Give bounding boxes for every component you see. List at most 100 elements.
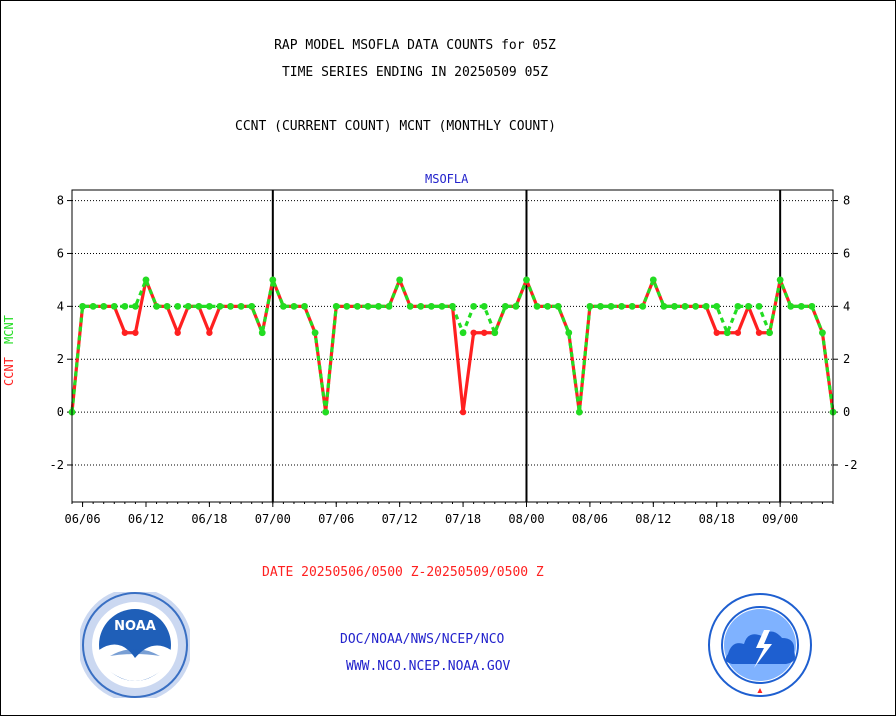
data-point-mcnt — [745, 302, 752, 310]
data-point-mcnt — [755, 302, 763, 310]
data-point-mcnt — [628, 302, 636, 310]
x-tick-label: 07/18 — [445, 512, 481, 526]
y-tick-label-right: 6 — [843, 246, 850, 260]
chart-title-line1: RAP MODEL MSOFLA DATA COUNTS for 05Z — [274, 38, 556, 53]
data-point-mcnt — [195, 302, 203, 310]
data-point-mcnt — [533, 302, 541, 310]
data-point-mcnt — [206, 302, 213, 310]
data-point-mcnt — [660, 302, 668, 310]
series-line-ccnt — [70, 278, 835, 414]
data-point-mcnt — [459, 329, 467, 337]
data-point-mcnt — [396, 276, 404, 284]
x-tick-label: 06/12 — [128, 512, 164, 526]
y-tick-label-right: 2 — [843, 352, 850, 366]
data-point-mcnt — [427, 302, 435, 310]
data-point-ccnt — [206, 329, 213, 336]
data-point-mcnt — [269, 276, 277, 284]
data-point-mcnt — [470, 302, 478, 310]
data-point-mcnt — [501, 302, 509, 310]
x-tick-label: 08/12 — [635, 512, 671, 526]
data-point-mcnt — [523, 276, 530, 284]
data-point-mcnt — [216, 302, 224, 310]
data-point-mcnt — [776, 276, 784, 284]
data-point-mcnt — [332, 302, 340, 310]
data-point-ccnt — [459, 408, 467, 416]
data-series — [68, 276, 837, 416]
data-point-mcnt — [322, 408, 330, 416]
y-tick-label-right: -2 — [843, 458, 857, 472]
y-tick-label-right: 4 — [843, 299, 850, 313]
data-point-mcnt — [649, 276, 657, 284]
y-tick-label-right: 0 — [843, 405, 850, 419]
data-point-mcnt — [406, 302, 414, 310]
chart-subtitle: CCNT (CURRENT COUNT) MCNT (MONTHLY COUNT… — [235, 119, 556, 134]
y-tick-label-left: 6 — [57, 246, 64, 260]
data-point-mcnt — [819, 329, 826, 337]
y-tick-label-right: 8 — [843, 194, 850, 208]
grid-lines — [72, 190, 833, 502]
series-line-mcnt — [70, 278, 835, 414]
data-point-mcnt — [671, 302, 678, 310]
data-point-mcnt — [544, 302, 552, 310]
data-point-mcnt — [301, 302, 308, 310]
data-point-mcnt — [110, 302, 118, 310]
data-point-mcnt — [597, 302, 604, 310]
data-point-mcnt — [491, 329, 499, 337]
data-point-mcnt — [723, 329, 731, 337]
data-point-mcnt — [132, 302, 139, 310]
data-point-mcnt — [808, 302, 816, 310]
data-point-ccnt — [713, 329, 720, 336]
x-tick-label: 06/06 — [65, 512, 101, 526]
data-point-mcnt — [121, 302, 129, 310]
x-tick-label: 08/18 — [699, 512, 735, 526]
data-point-mcnt — [89, 302, 97, 310]
y-tick-label-left: 0 — [57, 405, 64, 419]
data-point-mcnt — [174, 302, 182, 310]
y-tick-label-left: 2 — [57, 352, 64, 366]
footer-website-link[interactable]: WWW.NCO.NCEP.NOAA.GOV — [346, 659, 511, 674]
data-point-ccnt — [755, 329, 763, 336]
data-point-mcnt — [575, 408, 583, 416]
data-point-mcnt — [227, 302, 234, 310]
data-point-mcnt — [681, 302, 689, 310]
data-point-mcnt — [353, 302, 361, 310]
data-point-mcnt — [787, 302, 795, 310]
data-point-mcnt — [163, 302, 171, 310]
national-weather-service-logo — [708, 593, 812, 697]
data-point-mcnt — [237, 302, 245, 310]
noaa-logo: NOAA — [80, 592, 190, 698]
x-tick-label: 08/06 — [572, 512, 608, 526]
data-point-mcnt — [364, 302, 372, 310]
data-point-mcnt — [343, 302, 351, 310]
data-point-mcnt — [586, 302, 594, 310]
date-range-label: DATE 20250506/0500 Z-20250509/0500 Z — [262, 565, 544, 580]
data-point-mcnt — [692, 302, 699, 310]
data-point-ccnt — [132, 329, 139, 336]
x-tick-label: 07/00 — [255, 512, 291, 526]
svg-text:NOAA: NOAA — [114, 619, 156, 634]
data-point-mcnt — [639, 302, 647, 310]
data-point-mcnt — [258, 329, 266, 337]
plot-border — [71, 189, 834, 503]
data-point-mcnt — [417, 302, 425, 310]
y-tick-label-left: -2 — [50, 458, 64, 472]
x-tick-label: 09/00 — [762, 512, 798, 526]
footer-org-line[interactable]: DOC/NOAA/NWS/NCEP/NCO — [340, 632, 505, 647]
data-point-mcnt — [153, 302, 160, 310]
data-point-mcnt — [79, 302, 86, 310]
x-tick-label: 07/06 — [318, 512, 354, 526]
axis-ticks: -2 -2 0 0 2 2 4 4 6 6 8 8 06/06 06/12 06/18 07/00 07/06 0… — [50, 194, 858, 526]
data-point-mcnt — [512, 302, 520, 310]
data-point-mcnt — [554, 302, 562, 310]
data-point-mcnt — [438, 302, 446, 310]
x-tick-label: 07/12 — [382, 512, 418, 526]
data-point-mcnt — [311, 329, 319, 337]
data-point-mcnt — [279, 302, 287, 310]
data-point-mcnt — [734, 302, 742, 310]
data-point-mcnt — [385, 302, 393, 310]
data-point-mcnt — [702, 302, 710, 310]
data-point-mcnt — [449, 302, 456, 310]
data-point-mcnt — [142, 276, 150, 284]
y-tick-label-left: 4 — [57, 299, 64, 313]
